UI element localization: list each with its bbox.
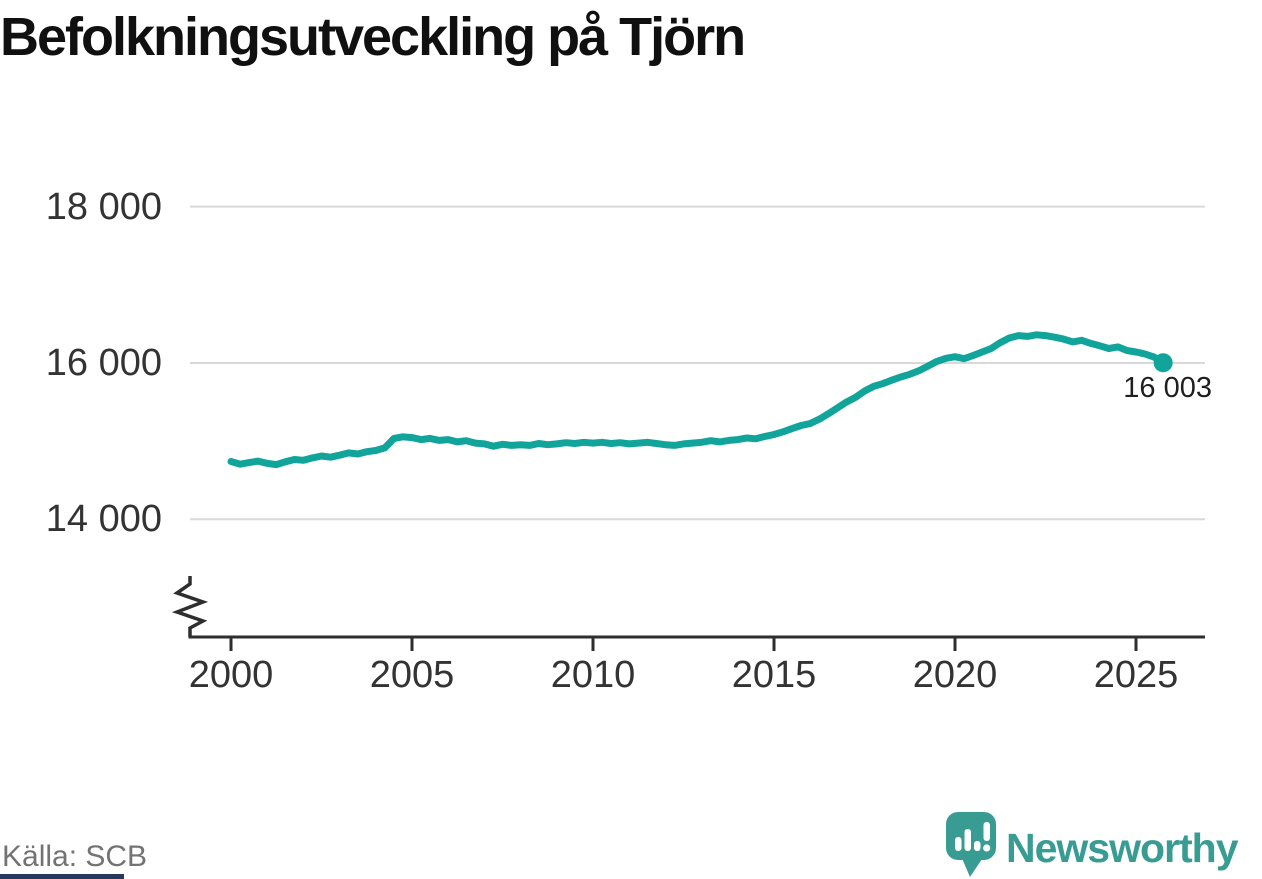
y-tick-label: 14 000: [45, 498, 162, 541]
chart-title: Befolkningsutveckling på Tjörn: [0, 7, 746, 67]
x-tick-label: 2005: [369, 654, 455, 696]
x-tick-label: 2010: [550, 654, 636, 696]
footer-accent-bar: [0, 874, 124, 879]
y-tick-label: 18 000: [45, 185, 162, 228]
series-end-dot: [1153, 353, 1173, 373]
end-value-label: 16 003: [1123, 372, 1212, 404]
source-attribution: Källa: SCB: [2, 840, 148, 873]
x-tick-label: 2015: [731, 654, 817, 696]
newsworthy-logo-icon: [946, 812, 996, 877]
newsworthy-wordmark: Newsworthy: [1006, 825, 1238, 871]
x-tick-label: 2025: [1093, 654, 1179, 696]
newsworthy-logo: Newsworthy: [944, 810, 1262, 879]
y-tick-label: 16 000: [45, 341, 162, 384]
y-axis-break-icon: [171, 576, 209, 637]
x-tick-label: 2000: [188, 654, 274, 696]
population-series-line: [227, 331, 1167, 469]
x-tick-label: 2020: [912, 654, 998, 696]
